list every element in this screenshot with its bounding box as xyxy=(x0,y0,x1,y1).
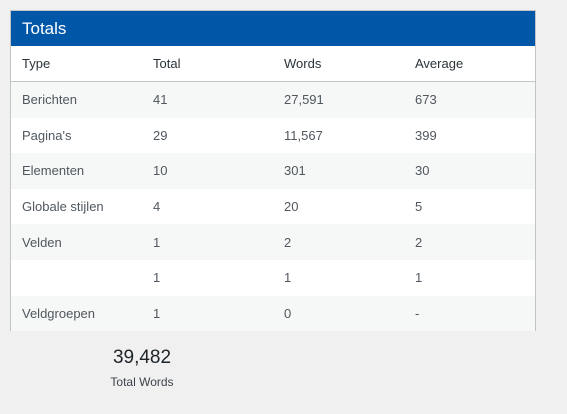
cell-words: 27,591 xyxy=(284,81,415,118)
column-header-words: Words xyxy=(284,46,415,82)
cell-type: Veldgroepen xyxy=(11,295,153,332)
cell-average: 5 xyxy=(415,199,423,215)
cell-average: 673 xyxy=(415,81,535,118)
table-row: Veldgroepen 1 0 - xyxy=(11,295,535,332)
cell-words: 301 xyxy=(284,153,415,189)
cell-total: 1 xyxy=(153,295,284,332)
totals-panel: Totals Type Total Words Average Berichte… xyxy=(10,10,536,332)
totals-table: Type Total Words Average Berichten 41 27… xyxy=(11,46,535,332)
total-words-value: 39,482 xyxy=(112,347,172,368)
cell-type xyxy=(11,260,153,296)
table-row: Elementen 10 301 30 xyxy=(11,153,535,189)
table-row: Pagina's 29 11,567 399 xyxy=(11,118,535,154)
cell-type: Pagina's xyxy=(22,127,72,143)
cell-words: 1 xyxy=(284,270,292,286)
cell-average: - xyxy=(415,295,535,332)
cell-total: 4 xyxy=(153,199,161,215)
cell-type: Globale stijlen xyxy=(22,199,104,215)
cell-words: 2 xyxy=(284,224,415,260)
cell-total: 41 xyxy=(153,81,284,118)
total-words-summary: 39,482 Total Words xyxy=(108,345,176,389)
cell-average: 2 xyxy=(415,224,535,260)
table-row: Globale stijlen 4 20 5 xyxy=(11,189,535,225)
table-row: Velden 1 2 2 xyxy=(11,224,535,260)
cell-total: 29 xyxy=(153,127,168,143)
cell-type: Elementen xyxy=(11,153,153,189)
cell-average: 30 xyxy=(415,153,535,189)
column-header-total: Total xyxy=(153,46,284,82)
table-row: 1 1 1 xyxy=(11,260,535,296)
cell-words: 11,567 xyxy=(284,127,323,143)
table-row: Berichten 41 27,591 673 xyxy=(11,81,535,118)
cell-average: 399 xyxy=(415,127,437,143)
total-words-label: Total Words xyxy=(110,375,174,389)
cell-average: 1 xyxy=(415,270,423,286)
cell-type: Berichten xyxy=(11,81,153,118)
cell-total: 10 xyxy=(153,153,284,189)
column-header-average: Average xyxy=(415,46,535,82)
panel-title: Totals xyxy=(11,11,535,46)
cell-total: 1 xyxy=(153,224,284,260)
cell-words: 20 xyxy=(284,199,299,215)
column-header-type: Type xyxy=(11,46,153,82)
cell-type: Velden xyxy=(11,224,153,260)
table-header-row: Type Total Words Average xyxy=(11,46,535,82)
cell-total: 1 xyxy=(153,270,161,286)
cell-words: 0 xyxy=(284,295,415,332)
